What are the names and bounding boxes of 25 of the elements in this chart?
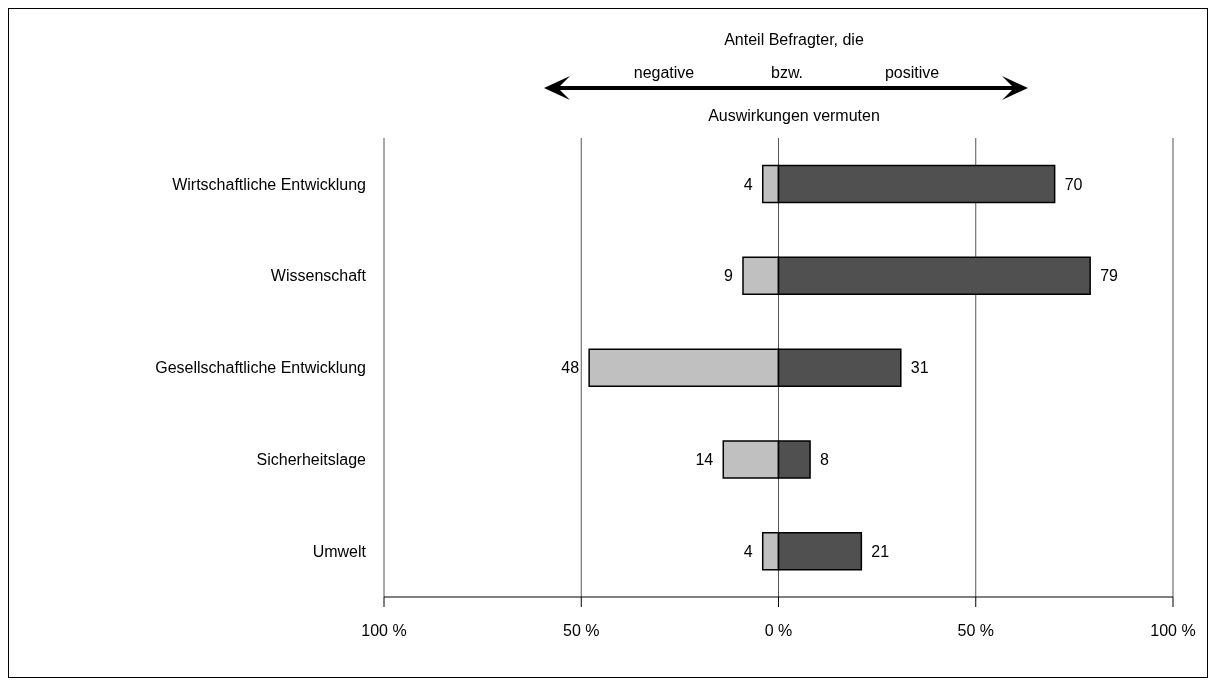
text: positive bbox=[884, 64, 940, 82]
x-tick-label: 100 % bbox=[361, 622, 407, 640]
data-label: 70 bbox=[1064, 175, 1083, 193]
data-label: 4 bbox=[743, 175, 753, 193]
y-tick-label: Wirtschaftliche Entwicklung bbox=[172, 175, 366, 193]
y-tick-label: Wissenschaft bbox=[270, 267, 367, 285]
y-tick-label: Sicherheitslage bbox=[256, 450, 367, 468]
data-label: 4 bbox=[743, 542, 753, 560]
x-tick-label: 0 % bbox=[764, 622, 793, 640]
data-label: 79 bbox=[1100, 267, 1119, 285]
x-tick-label: 50 % bbox=[957, 622, 994, 640]
text: bzw. bbox=[770, 64, 804, 82]
data-label: 8 bbox=[820, 451, 830, 469]
x-tick-label: 100 % bbox=[1150, 622, 1196, 640]
x-tick-label: 50 % bbox=[563, 622, 600, 640]
data-label: 48 bbox=[561, 359, 580, 377]
data-label: 14 bbox=[695, 451, 714, 469]
y-tick-label: Gesellschaftliche Entwicklung bbox=[155, 359, 366, 377]
text: negative bbox=[633, 64, 695, 82]
data-label: 9 bbox=[724, 267, 734, 285]
text: Auswirkungen vermuten bbox=[708, 107, 880, 125]
text: Anteil Befragter, die bbox=[724, 31, 864, 49]
y-tick-label: Umwelt bbox=[312, 542, 367, 560]
data-label: 21 bbox=[871, 542, 890, 560]
data-label: 31 bbox=[910, 359, 929, 377]
